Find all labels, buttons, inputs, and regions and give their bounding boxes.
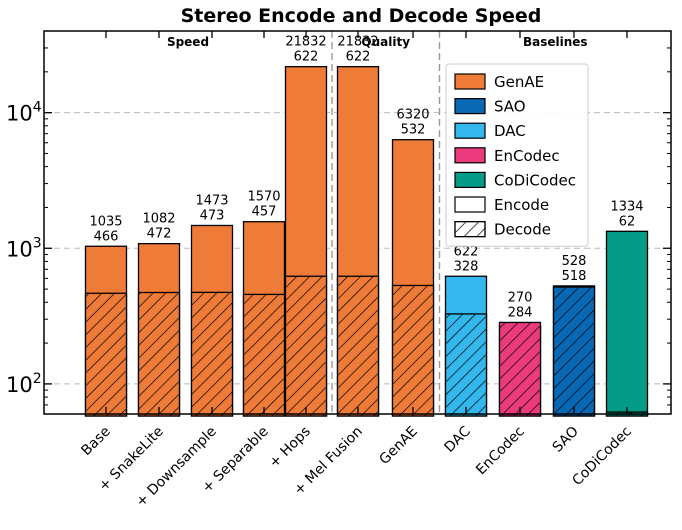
encode-value-label: 1570	[247, 190, 280, 205]
decode-value-label: 622	[346, 50, 371, 65]
decode-bar-hatch	[285, 276, 327, 416]
legend-label: Encode	[494, 196, 549, 214]
encode-value-label: 528	[562, 254, 587, 269]
encode-value-label: 1035	[89, 214, 122, 229]
decode-value-label: 532	[401, 123, 426, 138]
section-label: Baselines	[523, 35, 588, 49]
section-dividers	[331, 31, 441, 414]
decode-value-label: 622	[294, 50, 319, 65]
encode-value-label: 1473	[195, 193, 228, 208]
legend-label: GenAE	[494, 73, 544, 91]
encode-bar	[605, 230, 649, 417]
encode-value-label: 21832	[285, 35, 326, 50]
decode-value-label: 466	[94, 229, 119, 244]
x-tick-label: + Hops	[266, 424, 314, 472]
encode-value-label: 1334	[610, 199, 643, 214]
decode-value-label: 457	[252, 205, 277, 220]
legend-label: DAC	[494, 122, 526, 140]
chart-title: Stereo Encode and Decode Speed	[181, 5, 542, 27]
decode-bar-hatch	[191, 292, 233, 416]
legend-label: Decode	[494, 221, 551, 239]
decode-value-label: 328	[454, 259, 479, 274]
encode-value-label: 270	[508, 290, 533, 305]
x-tick-label: SAO	[550, 424, 582, 456]
x-tick-label: Base	[78, 424, 113, 459]
decode-value-label: 62	[619, 214, 636, 229]
legend-swatch	[454, 122, 486, 139]
encode-value-label: 1082	[142, 212, 175, 227]
section-label: Quality	[361, 35, 410, 49]
y-axis-ticks: 102 103 104	[6, 30, 671, 415]
section-label: Speed	[167, 35, 209, 49]
encode-value-label: 6320	[396, 108, 429, 123]
decode-value-label: 284	[508, 305, 533, 320]
decode-bar-hatch	[337, 276, 379, 416]
decode-bar-hatch	[553, 287, 595, 416]
decode-bar-hatch	[243, 294, 285, 416]
decode-bar-hatch	[499, 322, 541, 416]
bars	[84, 66, 649, 417]
legend-swatch	[454, 97, 486, 115]
legend-swatch	[454, 196, 486, 213]
y-tick-label: 102	[6, 371, 42, 397]
section-labels: Speed Quality Baselines	[167, 35, 588, 49]
legend-swatch-hatch	[454, 221, 486, 238]
decode-bar-hatch	[85, 293, 127, 416]
decode-value-label: 518	[562, 269, 587, 284]
y-tick-label: 104	[6, 100, 42, 126]
x-tick-label: GenAE	[376, 424, 420, 468]
legend-swatch	[454, 171, 486, 188]
legend-swatch	[454, 147, 486, 164]
legend: GenAE SAO DAC EnCodec CoDiCodec Encode Decode	[445, 63, 589, 247]
legend-label: CoDiCodec	[494, 171, 576, 189]
data-labels: 1035466108247214734731570457218326222183…	[89, 35, 643, 321]
decode-value-label: 473	[200, 208, 225, 223]
legend-swatch	[454, 73, 486, 90]
x-tick-label: EnCodec	[473, 424, 528, 479]
decode-bar-hatch	[392, 285, 434, 416]
decode-bar-hatch	[445, 313, 487, 416]
legend-label: SAO	[494, 98, 526, 116]
encode-value-label: 21832	[337, 35, 378, 50]
y-tick-label: 103	[6, 235, 42, 261]
encode-value-label: 622	[454, 244, 479, 259]
decode-value-label: 472	[147, 227, 172, 242]
decode-bar-hatch	[138, 292, 180, 416]
x-tick-label: DAC	[442, 423, 474, 455]
legend-label: EnCodec	[494, 147, 560, 165]
